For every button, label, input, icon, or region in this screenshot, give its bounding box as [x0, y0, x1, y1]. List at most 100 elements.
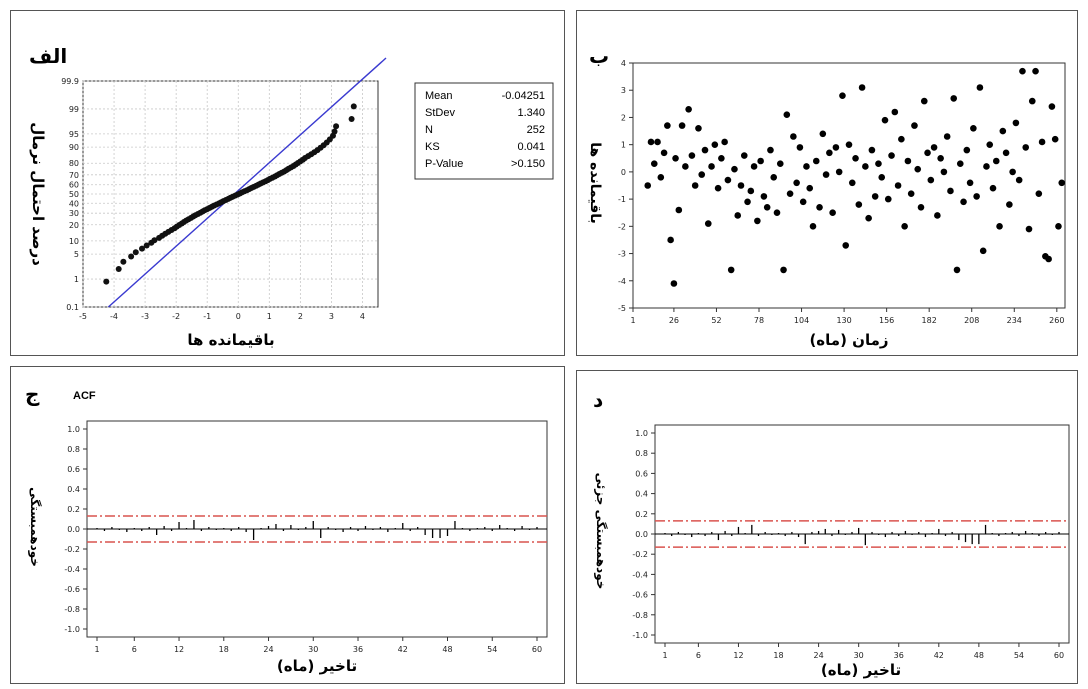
data-point [734, 212, 742, 219]
x-tick-label: 3 [329, 312, 334, 321]
y-tick-label: 20 [69, 221, 79, 230]
data-point [826, 149, 833, 157]
y-tick-label: 0.4 [635, 490, 648, 499]
x-tick-label: 4 [360, 312, 365, 321]
x-tick-label: 1 [630, 316, 635, 325]
data-point [966, 179, 974, 187]
y-tick-label: 2 [621, 113, 626, 122]
data-point [862, 163, 869, 170]
x-tick-label: 104 [794, 316, 809, 325]
y-tick-label: -0.8 [64, 605, 80, 614]
data-point [737, 182, 745, 189]
data-point [839, 92, 846, 99]
data-point [848, 179, 856, 187]
stat-value: 0.041 [517, 141, 545, 153]
data-point [783, 111, 791, 119]
x-tick-label: 208 [964, 316, 979, 325]
data-point [333, 123, 340, 130]
data-point [139, 245, 145, 252]
data-point [727, 266, 735, 274]
y-tick-label: 50 [69, 190, 79, 199]
x-tick-label: 18 [773, 651, 783, 660]
x-tick-label: 36 [894, 651, 904, 660]
data-point [1002, 149, 1010, 157]
data-point [747, 187, 755, 195]
y-tick-label: 30 [69, 209, 79, 218]
stat-value: >0.150 [511, 158, 545, 170]
x-tick-label: 234 [1007, 316, 1022, 325]
data-point [724, 176, 732, 184]
data-point [983, 163, 990, 170]
y-tick-label: 0.8 [635, 449, 648, 458]
y-tick-label: -3 [618, 250, 626, 259]
data-point [657, 174, 665, 181]
data-point [976, 84, 984, 91]
data-point [718, 154, 725, 162]
x-tick-label: 42 [934, 651, 944, 660]
data-point [644, 182, 652, 189]
y-tick-label: -1 [618, 195, 626, 204]
data-point [1022, 144, 1030, 151]
y-tick-label: 0.6 [635, 469, 648, 478]
data-point [1032, 67, 1039, 75]
x-tick-label: 24 [813, 651, 823, 660]
data-point [128, 253, 135, 260]
data-point [884, 195, 892, 203]
data-point [132, 249, 139, 256]
data-point [914, 165, 922, 173]
data-point [790, 133, 797, 140]
y-tick-label: 1.0 [635, 429, 648, 438]
data-point [678, 122, 686, 129]
data-point [731, 165, 738, 173]
data-point [1038, 138, 1046, 146]
data-point [930, 144, 938, 151]
data-point [708, 163, 715, 170]
data-point [845, 141, 853, 148]
data-point [754, 217, 761, 225]
data-point [650, 160, 658, 168]
x-tick-label: 26 [669, 316, 679, 325]
data-point [963, 146, 971, 154]
y-tick-label: 0.2 [635, 510, 648, 519]
data-point [685, 105, 692, 113]
x-axis-label-c: تاخیر (ماه) [277, 657, 357, 675]
y-tick-label: -0.4 [632, 570, 648, 579]
data-point [829, 209, 836, 217]
data-point [103, 278, 110, 285]
y-tick-label: 0.2 [67, 505, 80, 514]
y-axis-label-a: درصد احتمال نرمال [29, 122, 47, 266]
stat-label: P-Value [425, 158, 463, 170]
x-tick-label: 78 [754, 316, 764, 325]
panel-letter-b: ب [589, 44, 609, 68]
x-tick-label: 48 [442, 645, 452, 654]
data-point [1012, 119, 1020, 127]
data-point [999, 127, 1007, 135]
x-tick-label: 6 [696, 651, 701, 660]
data-point [875, 160, 882, 168]
x-tick-label: 30 [308, 645, 318, 654]
data-point [911, 122, 918, 129]
data-point [120, 258, 127, 265]
data-point [760, 193, 768, 200]
data-point [667, 236, 674, 244]
data-point [891, 108, 899, 116]
data-point [1009, 168, 1016, 176]
y-tick-label: 1 [621, 141, 626, 150]
data-point [986, 141, 994, 148]
y-tick-label: 1.0 [67, 425, 80, 434]
y-tick-label: 4 [621, 59, 626, 68]
data-point [151, 237, 158, 244]
y-tick-label: -4 [618, 277, 626, 286]
y-tick-label: -0.6 [632, 591, 648, 600]
y-tick-label: -2 [618, 222, 626, 231]
data-point [1019, 67, 1026, 75]
data-point [927, 176, 935, 184]
data-point [819, 130, 827, 138]
acf-plot: ج ACF -1.0 -0.8 -0.6 -0.4 -0.2 0.0 0.2 0.4 0.6 0.… [25, 382, 548, 675]
data-point [953, 266, 961, 274]
residuals-time-plot: ب 1 26 52 78 104 130 156 182 208 234 260-5-4-3-2-1… [587, 44, 1066, 349]
panel-letter-a: الف [29, 44, 67, 68]
data-point [770, 174, 778, 181]
data-point [701, 146, 709, 154]
data-point [809, 223, 817, 230]
